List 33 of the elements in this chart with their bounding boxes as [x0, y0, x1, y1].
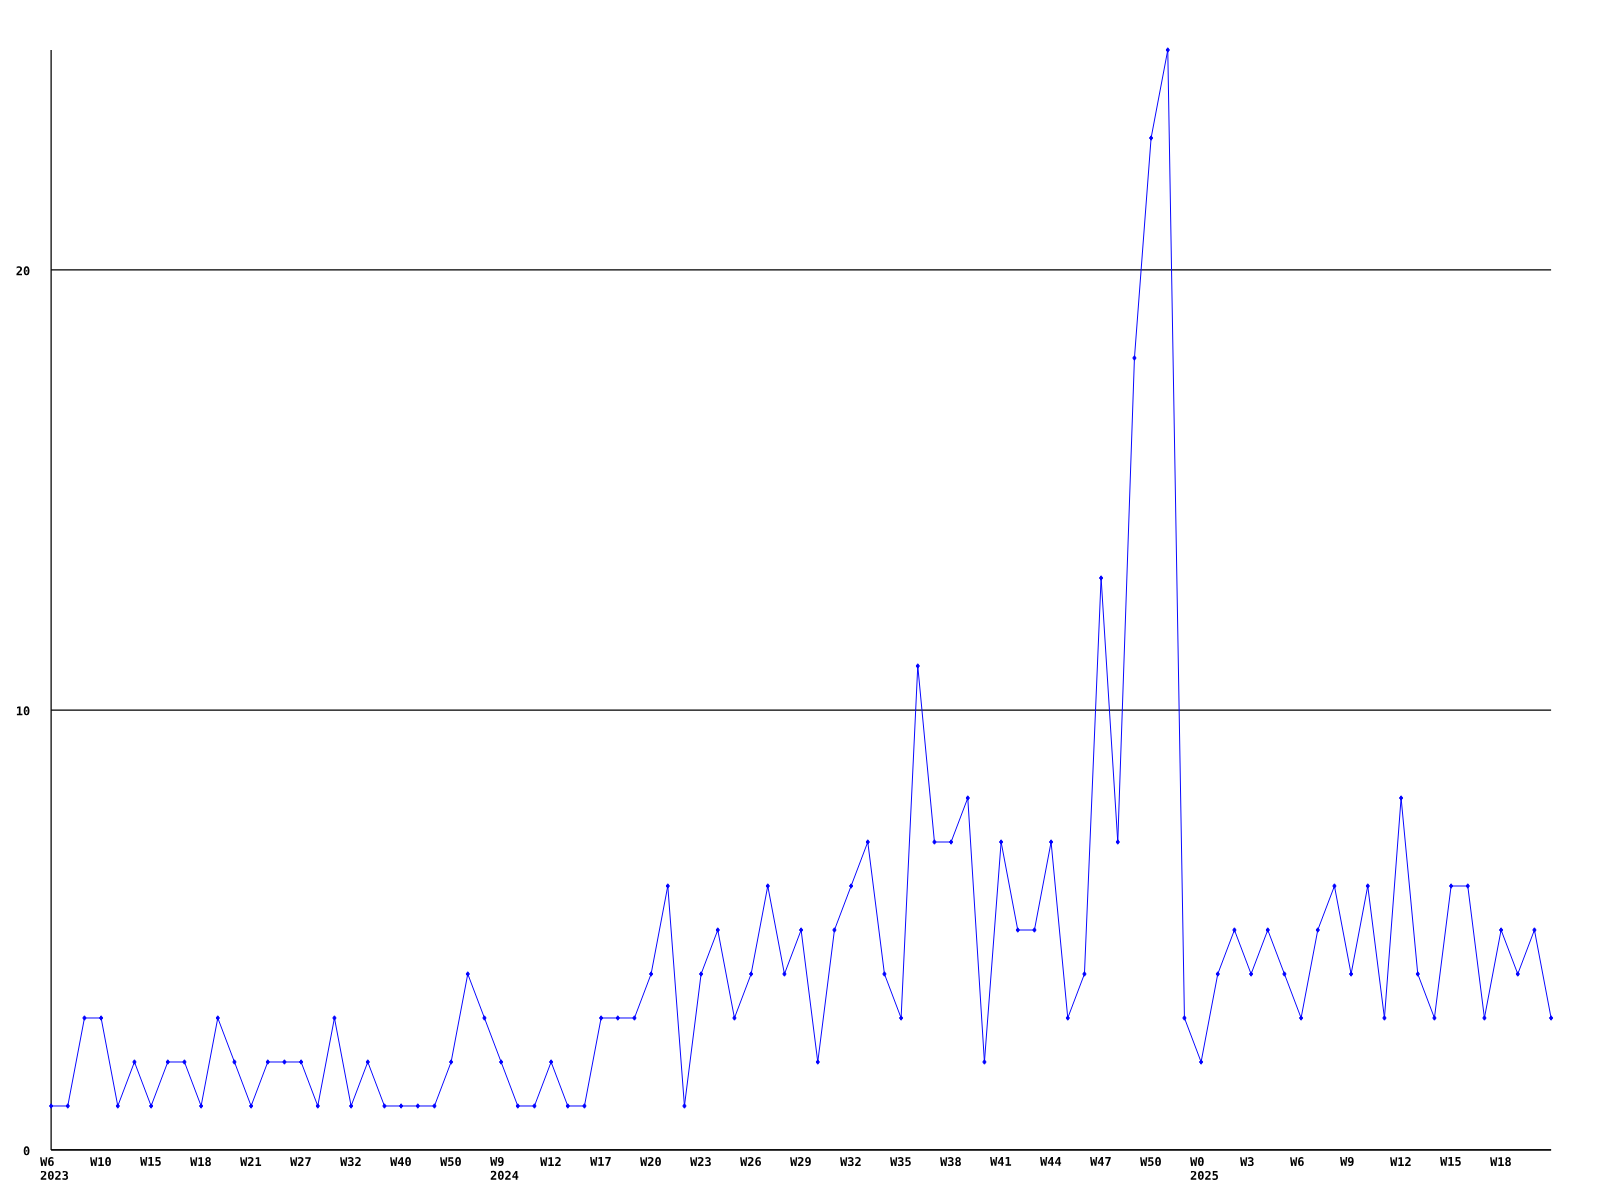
y-tick-label: 0	[23, 1146, 30, 1156]
x-tick-label: W18	[190, 1157, 211, 1167]
x-tick-label: W0 2025	[1190, 1157, 1219, 1180]
x-tick-label: W12	[540, 1157, 561, 1166]
x-tick-label: W26	[740, 1157, 762, 1167]
y-tick-label: 20	[16, 266, 30, 276]
x-tick-label: W9 2024	[490, 1157, 519, 1180]
x-tick-label: W9	[1340, 1157, 1354, 1167]
x-tick-label: W6 2023	[40, 1157, 69, 1180]
x-tick-label: W17	[590, 1157, 611, 1166]
x-tick-label: W6	[1290, 1157, 1304, 1167]
x-tick-label: W44	[1040, 1157, 1062, 1166]
x-tick-label: W15	[1440, 1157, 1461, 1166]
x-tick-label: W12	[1390, 1157, 1411, 1166]
y-tick-label: 10	[16, 706, 30, 716]
x-tick-label: W29	[790, 1157, 811, 1167]
x-tick-label: W10	[90, 1157, 111, 1167]
x-tick-label: W47	[1090, 1157, 1111, 1166]
x-tick-label: W3	[1240, 1157, 1254, 1167]
x-tick-label: W23	[690, 1157, 711, 1167]
x-tick-label: W20	[640, 1157, 661, 1167]
x-tick-label: W41	[990, 1157, 1012, 1166]
x-tick-label: W50	[1140, 1157, 1161, 1167]
x-tick-label: W15	[140, 1157, 161, 1166]
x-tick-label: W50	[440, 1157, 461, 1167]
x-tick-label: W35	[890, 1157, 911, 1167]
x-tick-label: W32	[340, 1157, 361, 1167]
x-tick-label: W40	[390, 1157, 411, 1167]
x-tick-label: W27	[290, 1157, 311, 1166]
x-tick-label: W18	[1490, 1157, 1511, 1167]
x-tick-label: W21	[240, 1157, 262, 1166]
x-tick-label: W32	[840, 1157, 861, 1167]
x-tick-label: W38	[940, 1157, 961, 1167]
